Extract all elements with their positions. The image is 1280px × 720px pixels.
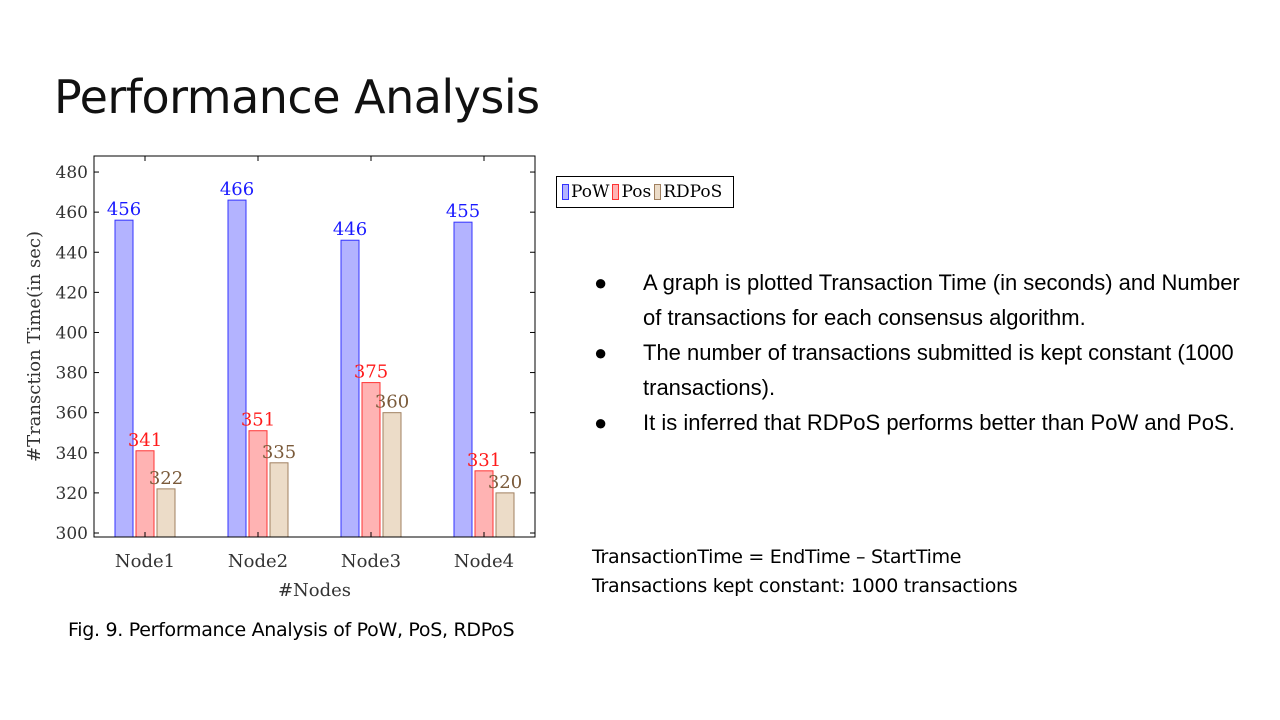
legend-swatch-rdpos [654,184,662,200]
bullet-text: It is inferred that RDPoS performs bette… [643,410,1235,435]
formula-block: TransactionTime = EndTime – StartTime Tr… [592,543,1018,601]
bullet-marker: ● [594,340,608,365]
plot-frame [93,155,536,538]
data-label-rdpos-node2: 335 [262,442,296,463]
data-label-rdpos-node4: 320 [488,472,522,493]
chart-y-tick-labels: 300 320 340 360 380 400 420 440 460 480 [56,163,88,544]
legend-swatch-pos [612,184,620,200]
y-tick-label: 360 [56,404,88,424]
legend-item-pos: Pos [612,182,651,202]
formula-line: TransactionTime = EndTime – StartTime [592,546,962,568]
data-label-pos-node4: 331 [467,450,501,471]
data-label-pow-node4: 455 [446,201,480,222]
legend-label-pow: PoW [571,182,610,202]
x-axis-label: #Nodes [278,580,351,601]
chart-axis-ticks [94,156,535,537]
bullet-text: The number of transactions submitted is … [643,340,1234,400]
data-label-pos-node3: 375 [354,362,388,383]
bar-rdpos-node1 [156,488,176,538]
bullet-marker: ● [594,410,608,435]
bullet-item: ● It is inferred that RDPoS performs bet… [594,405,1254,440]
data-label-pos-node1: 341 [128,430,162,451]
bar-rdpos-node4 [495,492,515,538]
y-tick-label: 300 [56,524,88,544]
x-tick-label-node4: Node4 [454,551,514,572]
figure-caption: Fig. 9. Performance Analysis of PoW, PoS… [68,619,515,641]
x-tick-label-node1: Node1 [115,551,175,572]
y-tick-label: 420 [56,283,88,303]
x-tick-label-node2: Node2 [228,551,288,572]
bar-pos-node1 [135,450,155,538]
y-tick-label: 400 [56,323,88,343]
y-tick-label: 460 [56,203,88,223]
y-tick-label: 440 [56,243,88,263]
legend-item-rdpos: RDPoS [654,182,722,202]
legend-label-pos: Pos [621,182,652,202]
chart-bars [114,199,515,538]
bullet-list: ● A graph is plotted Transaction Time (i… [594,265,1254,440]
bar-pow-node2 [227,199,247,538]
data-label-rdpos-node1: 322 [149,468,183,489]
y-axis-label: #Transction Time(in sec) [24,231,45,462]
chart-legend: PoW Pos RDPoS [556,176,735,208]
legend-swatch-pow [562,184,569,200]
slide-title: Performance Analysis [54,70,540,124]
x-tick-label-node3: Node3 [341,551,401,572]
y-tick-label: 380 [56,364,88,384]
legend-label-rdpos: RDPoS [663,182,723,202]
data-label-pow-node1: 456 [107,199,141,220]
bar-rdpos-node2 [269,462,289,538]
bar-pow-node4 [453,221,473,538]
bullet-item: ● A graph is plotted Transaction Time (i… [594,265,1254,335]
data-label-pow-node2: 466 [220,179,254,200]
y-tick-label: 340 [56,444,88,464]
data-label-pow-node3: 446 [333,219,367,240]
bar-pow-node1 [114,219,134,538]
bullet-text: A graph is plotted Transaction Time (in … [643,270,1240,330]
y-tick-label: 480 [56,163,88,183]
data-label-rdpos-node3: 360 [375,392,409,413]
formula-line: Transactions kept constant: 1000 transac… [592,575,1018,597]
chart-x-tick-labels: Node1 Node2 Node3 Node4 [115,551,514,572]
legend-item-pow: PoW [562,182,609,202]
bar-pow-node3 [340,239,360,538]
data-label-pos-node2: 351 [241,410,275,431]
bar-rdpos-node3 [382,412,402,538]
bullet-item: ● The number of transactions submitted i… [594,335,1254,405]
y-tick-label: 320 [56,484,88,504]
bullet-marker: ● [594,270,608,295]
